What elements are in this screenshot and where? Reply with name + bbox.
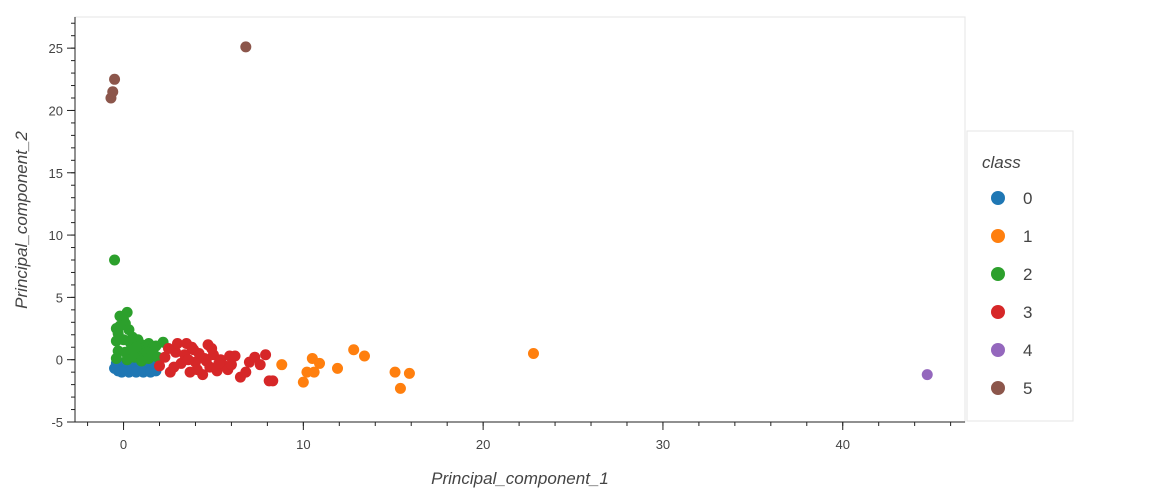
legend-swatch bbox=[991, 343, 1005, 357]
data-point-class-5 bbox=[109, 73, 121, 85]
data-point-class-3 bbox=[260, 349, 272, 361]
data-point-class-3 bbox=[240, 366, 252, 378]
legend-label: 5 bbox=[1023, 379, 1032, 398]
data-point-class-2 bbox=[114, 320, 126, 332]
data-point-class-3 bbox=[159, 351, 171, 363]
data-point-class-3 bbox=[182, 354, 194, 366]
data-point-class-3 bbox=[191, 364, 203, 376]
legend: class 0 1 2 3 4 5 bbox=[966, 130, 1074, 422]
data-point-class-3 bbox=[225, 359, 237, 371]
data-point-class-4 bbox=[921, 369, 933, 381]
x-tick-label: 0 bbox=[120, 437, 127, 452]
axes-layer: -5 0 5 10 15 20 25 0 10 20 30 40 bbox=[49, 17, 965, 452]
data-point-class-2 bbox=[110, 352, 122, 364]
legend-swatch bbox=[991, 305, 1005, 319]
data-point-class-0 bbox=[109, 362, 121, 374]
data-point-class-1 bbox=[332, 362, 344, 374]
data-point-class-1 bbox=[394, 382, 406, 394]
data-point-class-3 bbox=[206, 342, 218, 354]
x-axis-title: Principal_component_1 bbox=[431, 469, 609, 488]
legend-swatch bbox=[991, 191, 1005, 205]
data-point-class-3 bbox=[154, 360, 166, 372]
data-point-class-3 bbox=[171, 337, 183, 349]
legend-label: 0 bbox=[1023, 189, 1032, 208]
legend-label: 2 bbox=[1023, 265, 1032, 284]
data-point-class-2 bbox=[109, 254, 121, 266]
data-point-class-2 bbox=[143, 352, 155, 364]
plot-frame bbox=[74, 16, 966, 423]
y-axis-title: Principal_component_2 bbox=[12, 131, 31, 309]
data-point-class-3 bbox=[186, 341, 198, 353]
data-point-class-3 bbox=[229, 350, 241, 362]
data-point-class-3 bbox=[213, 357, 225, 369]
data-point-class-3 bbox=[200, 355, 212, 367]
data-point-class-5 bbox=[107, 86, 119, 98]
y-tick-label: 25 bbox=[49, 41, 63, 56]
x-tick-label: 20 bbox=[476, 437, 490, 452]
legend-swatch bbox=[991, 381, 1005, 395]
data-point-class-1 bbox=[276, 359, 288, 371]
legend-label: 4 bbox=[1023, 341, 1032, 360]
y-tick-label: 20 bbox=[49, 103, 63, 118]
x-tick-label: 10 bbox=[296, 437, 310, 452]
legend-swatch bbox=[991, 229, 1005, 243]
legend-label: 3 bbox=[1023, 303, 1032, 322]
data-point-class-3 bbox=[168, 361, 180, 373]
x-tick-label: 40 bbox=[836, 437, 850, 452]
legend-title: class bbox=[982, 153, 1021, 172]
data-point-class-1 bbox=[314, 357, 326, 369]
legend-box bbox=[966, 130, 1074, 422]
y-tick-label: -5 bbox=[51, 415, 63, 430]
data-point-class-1 bbox=[358, 350, 370, 362]
data-point-class-1 bbox=[348, 344, 360, 356]
y-tick-label: 5 bbox=[56, 290, 63, 305]
y-tick-label: 10 bbox=[49, 228, 63, 243]
y-tick-label: 0 bbox=[56, 353, 63, 368]
data-point-class-1 bbox=[403, 367, 415, 379]
data-point-class-5 bbox=[240, 41, 252, 53]
data-point-class-2 bbox=[130, 341, 142, 353]
data-point-class-3 bbox=[162, 342, 174, 354]
data-point-class-3 bbox=[267, 375, 279, 387]
data-point-class-1 bbox=[527, 347, 539, 359]
data-point-class-3 bbox=[254, 359, 266, 371]
legend-label: 1 bbox=[1023, 227, 1032, 246]
data-point-class-1 bbox=[389, 366, 401, 378]
y-tick-label: 15 bbox=[49, 166, 63, 181]
legend-items: 0 1 2 3 4 5 bbox=[991, 189, 1032, 398]
legend-swatch bbox=[991, 267, 1005, 281]
data-point-class-1 bbox=[308, 366, 320, 378]
points-layer bbox=[105, 41, 933, 394]
data-point-class-1 bbox=[297, 376, 309, 388]
x-tick-label: 30 bbox=[656, 437, 670, 452]
data-point-class-0 bbox=[145, 366, 157, 378]
